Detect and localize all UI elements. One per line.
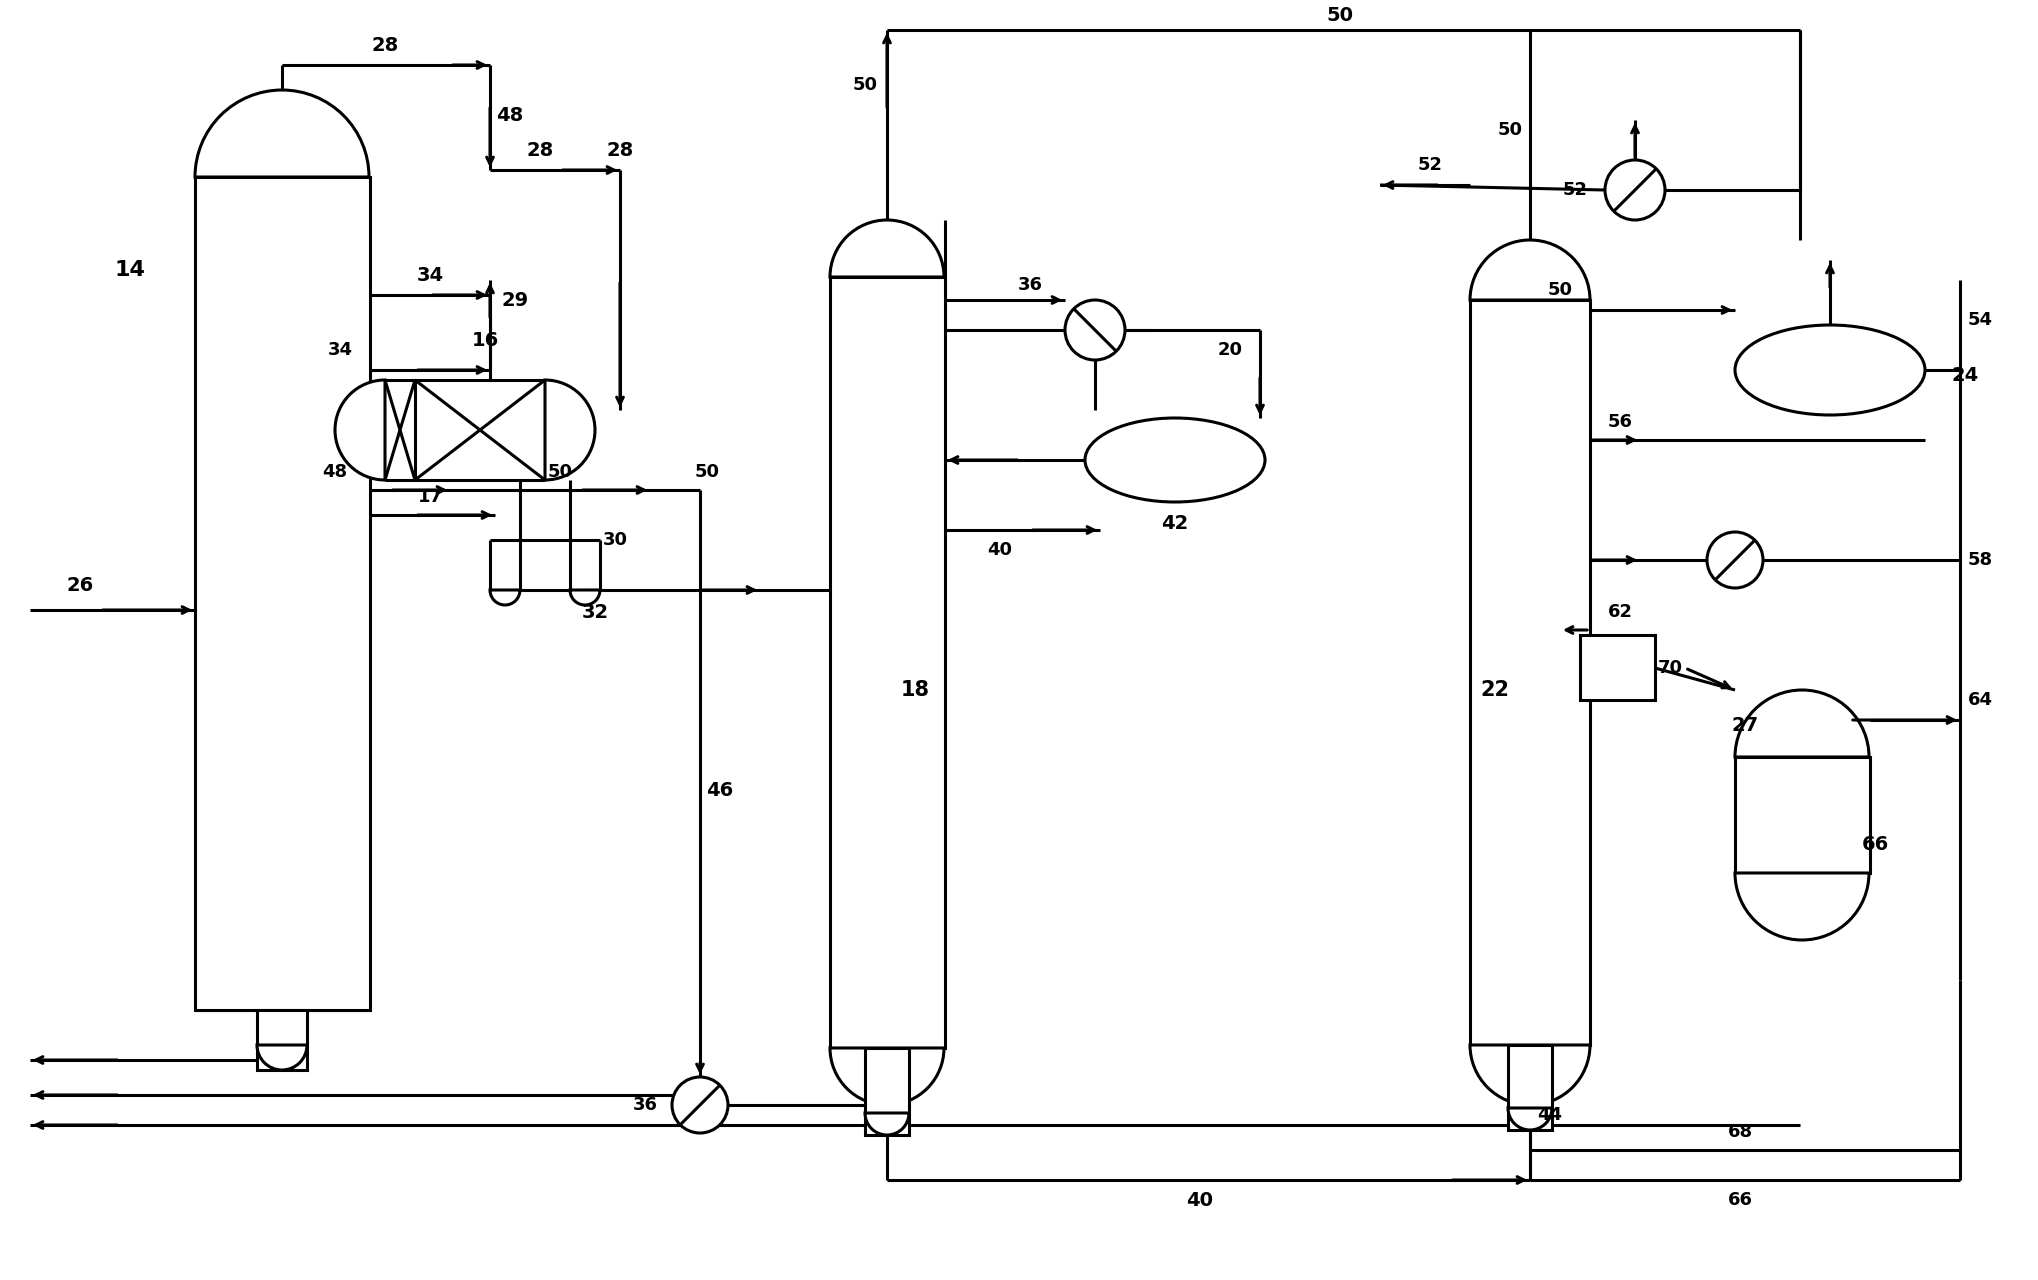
Text: 27: 27 (1732, 716, 1759, 735)
Text: 70: 70 (1657, 659, 1683, 677)
Ellipse shape (1734, 325, 1926, 415)
Ellipse shape (1084, 419, 1266, 502)
Text: 50: 50 (548, 463, 573, 481)
Text: 52: 52 (1563, 180, 1588, 198)
Text: 50: 50 (1498, 122, 1522, 140)
Wedge shape (257, 1044, 308, 1070)
Text: 46: 46 (707, 781, 734, 800)
Wedge shape (829, 220, 944, 276)
Text: 66: 66 (1728, 1190, 1753, 1210)
Text: 17: 17 (418, 488, 442, 506)
Bar (196, 177, 371, 1010)
Bar (1734, 756, 1871, 873)
Circle shape (1708, 532, 1763, 588)
Text: 36: 36 (632, 1096, 658, 1114)
Text: 68: 68 (1728, 1123, 1753, 1140)
Circle shape (1066, 300, 1125, 360)
Text: 64: 64 (1967, 691, 1993, 709)
Circle shape (1606, 160, 1665, 220)
Text: 52: 52 (1418, 156, 1443, 174)
Text: 62: 62 (1608, 603, 1632, 621)
Text: 28: 28 (607, 141, 634, 160)
Bar (864, 1048, 909, 1135)
Bar (1469, 300, 1590, 1044)
Wedge shape (1469, 241, 1590, 300)
Text: 29: 29 (501, 291, 528, 310)
Circle shape (673, 1076, 728, 1133)
Wedge shape (489, 590, 520, 605)
Text: 18: 18 (901, 680, 929, 700)
Wedge shape (544, 380, 595, 480)
Text: 34: 34 (416, 265, 444, 284)
Text: 48: 48 (322, 463, 348, 481)
Text: 40: 40 (988, 541, 1013, 559)
Text: 32: 32 (581, 603, 609, 622)
Text: 48: 48 (497, 105, 524, 124)
Text: 40: 40 (1186, 1190, 1213, 1210)
Bar (1579, 635, 1655, 700)
Text: 50: 50 (852, 76, 878, 93)
Wedge shape (1734, 873, 1869, 940)
Wedge shape (1469, 1044, 1590, 1105)
Wedge shape (571, 590, 599, 605)
Text: 54: 54 (1967, 311, 1993, 329)
Text: 36: 36 (1017, 276, 1043, 294)
Wedge shape (829, 1048, 944, 1105)
Text: 14: 14 (114, 260, 145, 280)
Bar (1508, 1044, 1553, 1130)
Wedge shape (196, 90, 369, 177)
Text: 50: 50 (1327, 5, 1353, 24)
Text: 22: 22 (1480, 680, 1510, 700)
Wedge shape (1508, 1108, 1553, 1130)
Bar (257, 1010, 308, 1070)
Text: 56: 56 (1608, 413, 1632, 431)
Wedge shape (1734, 690, 1869, 756)
Bar (829, 276, 946, 1048)
Text: 42: 42 (1162, 513, 1188, 532)
Text: 50: 50 (695, 463, 719, 481)
Text: 66: 66 (1861, 836, 1889, 855)
Text: 44: 44 (1537, 1106, 1563, 1124)
Text: 24: 24 (1950, 366, 1979, 384)
Text: 16: 16 (471, 330, 499, 349)
Text: 28: 28 (371, 36, 399, 55)
Text: 20: 20 (1217, 340, 1243, 358)
Text: 50: 50 (1547, 282, 1573, 300)
Text: 26: 26 (67, 576, 94, 594)
Text: 30: 30 (603, 531, 628, 549)
Wedge shape (864, 1114, 909, 1135)
Wedge shape (334, 380, 385, 480)
Text: 34: 34 (328, 340, 353, 358)
Text: 58: 58 (1967, 550, 1993, 570)
Text: 28: 28 (526, 141, 554, 160)
